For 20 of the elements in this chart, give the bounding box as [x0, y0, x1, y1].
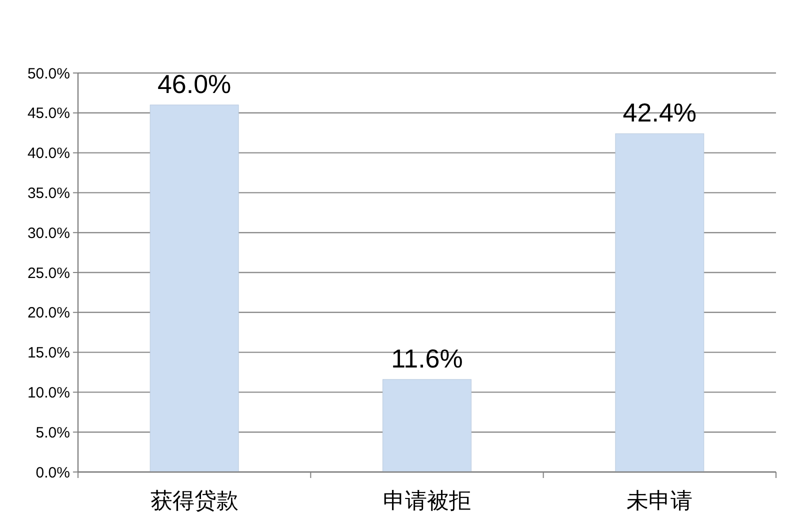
y-tick-label: 0.0% — [36, 464, 70, 482]
y-tick-label: 40.0% — [27, 145, 70, 162]
y-tick-label: 50.0% — [27, 65, 70, 82]
y-tick-label: 20.0% — [27, 304, 70, 322]
y-tick-label: 35.0% — [27, 184, 70, 202]
bar — [615, 133, 704, 472]
x-tick-label: 未申请 — [626, 488, 693, 513]
y-tick-label: 5.0% — [36, 424, 70, 442]
y-tick-label: 45.0% — [27, 105, 70, 122]
data-label: 46.0% — [157, 68, 232, 99]
y-tick-label: 10.0% — [27, 384, 70, 402]
x-tick-label: 申请被拒 — [383, 488, 471, 513]
bar — [382, 379, 472, 472]
y-tick-label: 15.0% — [27, 344, 70, 362]
bar — [150, 104, 239, 472]
y-tick-label: 30.0% — [27, 224, 70, 242]
data-label: 11.6% — [391, 343, 463, 374]
y-tick-label: 25.0% — [27, 264, 70, 282]
data-label: 42.4% — [622, 98, 697, 128]
x-tick-label: 获得贷款 — [150, 488, 238, 513]
